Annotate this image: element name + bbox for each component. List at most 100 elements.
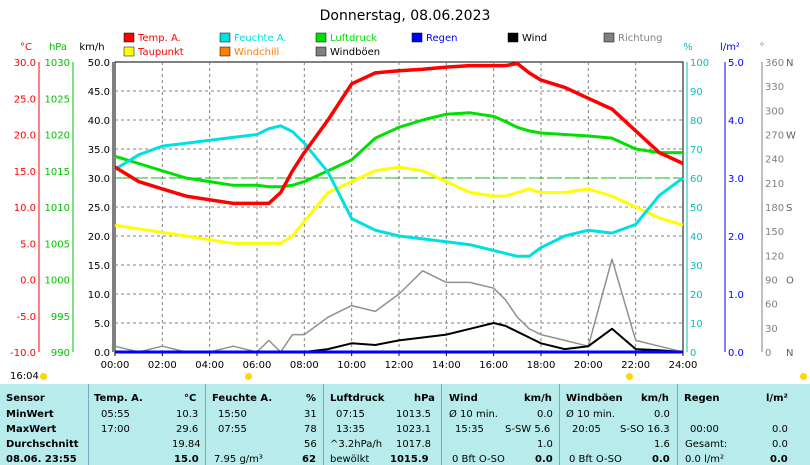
direction-tick-label: 330 [765, 82, 784, 93]
sunrise-marker-icon [245, 373, 252, 380]
temp-max-value: 29.6 [176, 424, 199, 435]
legend-label: Richtung [618, 33, 663, 44]
wind-header: Wind [449, 393, 478, 404]
wind-avg10-label: Ø 10 min. [449, 409, 498, 420]
direction-tick-label: 120 [765, 251, 784, 262]
x-tick-label: 10:00 [337, 360, 366, 371]
rain-max-time: 00:00 [690, 424, 719, 435]
pressure-min-time: 07:15 [336, 409, 365, 420]
max-row-label: MaxWert [6, 424, 57, 435]
min-row-label: MinWert [6, 409, 54, 420]
temp-tick-label: 10.0 [14, 203, 36, 214]
statistics-table: Sensor MinWert MaxWert Durchschnitt 08.0… [0, 384, 810, 465]
avg-row-label: Durchschnitt [6, 439, 79, 450]
rain-unit-label: l/m² [720, 42, 740, 53]
x-tick-label: 18:00 [527, 360, 556, 371]
rain-header: Regen [684, 393, 720, 404]
gusts-avg10-label: Ø 10 min. [566, 409, 615, 420]
humidity-tick-label: 50 [690, 203, 703, 214]
temp-current-value: 15.0 [174, 454, 199, 465]
temp-min-time: 05:55 [101, 409, 130, 420]
wind-tick-label: 5.0 [94, 319, 110, 330]
direction-tick-label: 0 [765, 348, 771, 359]
temp-min-value: 10.3 [176, 409, 199, 420]
series-windb-en [114, 258, 684, 353]
rain-tick-label: 5.0 [728, 58, 744, 69]
wind-tick-label: 50.0 [88, 58, 110, 69]
series-temp-a [114, 61, 684, 206]
left-axes: 30.0 25.0 20.0 15.0 10.0 5.0 0.0 -5.0 -10.0 1030 1… [10, 58, 114, 359]
chart-grid [115, 62, 683, 352]
humidity-header: Feuchte A. [212, 393, 273, 404]
humidity-tick-label: 60 [690, 174, 703, 185]
x-tick-label: 16:00 [479, 360, 508, 371]
pressure-tick-label: 990 [51, 348, 70, 359]
legend-swatch [123, 46, 135, 57]
pressure-trend: ^3.2hPa/h [330, 439, 383, 450]
humidity-tick-label: 70 [690, 145, 703, 156]
temp-tick-label: 30.0 [14, 58, 36, 69]
right-axes: 10090807060504030201005.04.03.02.01.00.0… [686, 58, 796, 359]
direction-tick-label: 210 [765, 179, 784, 190]
x-tick-label: 04:00 [195, 360, 224, 371]
pressure-tick-label: 1020 [45, 131, 70, 142]
humidity-tick-label: 40 [690, 232, 703, 243]
x-tick-label: 08:00 [290, 360, 319, 371]
legend-label: Windchill [234, 47, 279, 58]
legend-swatch [411, 32, 423, 43]
x-tick-label: 02:00 [148, 360, 177, 371]
temp-max-time: 17:00 [101, 424, 130, 435]
gusts-max-value: S-SO 16.3 [620, 424, 670, 435]
humidity-min-value: 31 [304, 409, 317, 420]
legend-label: Taupunkt [137, 47, 184, 58]
pressure-tick-label: 1000 [45, 276, 70, 287]
legend-swatch [315, 32, 327, 43]
gusts-header: Windböen [566, 393, 623, 404]
temp-tick-label: 5.0 [20, 239, 36, 250]
temp-tick-label: -10.0 [10, 348, 36, 359]
wind-tick-label: 10.0 [88, 290, 110, 301]
rain-tick-label: 1.0 [728, 290, 744, 301]
humidity-current-value: 62 [302, 454, 316, 465]
x-tick-label: 12:00 [385, 360, 414, 371]
legend-label: Windböen [330, 47, 380, 58]
wind-unit: km/h [524, 393, 552, 404]
humidity-min-time: 15:50 [218, 409, 247, 420]
direction-tick-label: 180 [765, 203, 784, 214]
wind-tick-label: 25.0 [88, 203, 110, 214]
x-tick-label: 20:00 [574, 360, 603, 371]
pressure-unit: hPa [414, 393, 435, 404]
wind-tick-label: 15.0 [88, 261, 110, 272]
humidity-tick-label: 10 [690, 319, 703, 330]
rain-max-value: 0.0 [772, 424, 788, 435]
chart-series [114, 61, 684, 354]
legend-swatch [603, 32, 615, 43]
direction-tick-label: 360 [765, 58, 784, 69]
humidity-tick-label: 0 [690, 348, 696, 359]
wind-tick-label: 35.0 [88, 145, 110, 156]
pressure-tick-label: 995 [51, 312, 70, 323]
pressure-current-value: 1015.9 [390, 454, 429, 465]
compass-label: S [786, 203, 792, 214]
rain-tick-label: 4.0 [728, 116, 744, 127]
gusts-avg10-value: 0.0 [654, 409, 670, 420]
wind-tick-label: 40.0 [88, 116, 110, 127]
gusts-unit: km/h [641, 393, 669, 404]
wind-max-value: S-SW 5.6 [505, 424, 551, 435]
legend-swatch [507, 32, 519, 43]
legend-swatch [123, 32, 135, 43]
wind-max-time: 15:35 [455, 424, 484, 435]
humidity-tick-label: 20 [690, 290, 703, 301]
humidity-unit: % [306, 393, 317, 404]
direction-tick-label: 30 [765, 324, 778, 335]
sun-marker-icon [40, 373, 47, 380]
gusts-current-value: 0.0 [652, 454, 670, 465]
compass-label: N [786, 58, 793, 69]
pressure-max-time: 13:35 [336, 424, 365, 435]
wind-avg-value: 1.0 [537, 439, 553, 450]
chart-legend: Temp. A. Feuchte A. Luftdruck Regen Wind Rich… [123, 32, 663, 58]
direction-tick-label: 60 [765, 300, 778, 311]
wind-unit-label: km/h [79, 42, 104, 53]
weather-chart: Donnerstag, 08.06.2023 Temp. A. Feuchte A… [10, 8, 796, 371]
wind-tick-label: 30.0 [88, 174, 110, 185]
